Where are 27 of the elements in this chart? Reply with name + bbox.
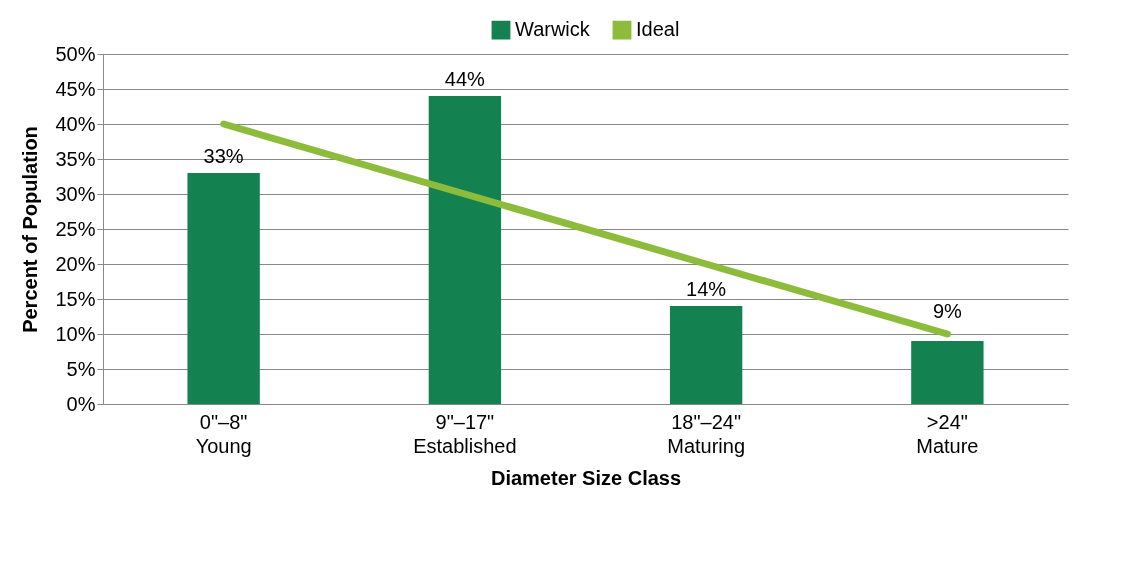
y-tick-label: 0%	[66, 392, 96, 415]
y-tick-label: 10%	[55, 322, 96, 345]
x-tick-label: 9"–17" Established	[413, 410, 517, 457]
legend-label: Ideal	[636, 18, 680, 41]
data-label: 33%	[203, 145, 244, 167]
y-tick-label: 35%	[55, 147, 96, 170]
x-tick-label: 0"–8" Young	[195, 410, 252, 457]
bar	[428, 96, 502, 404]
data-label: 14%	[686, 278, 727, 300]
y-tick-label: 25%	[55, 217, 96, 240]
y-tick-label: 20%	[55, 252, 96, 275]
x-tick-label: 18"–24" Maturing	[667, 410, 746, 457]
data-label: 9%	[932, 300, 963, 322]
x-axis-title: Diameter Size Class	[490, 466, 682, 489]
y-tick-label: 45%	[55, 77, 96, 100]
bar	[669, 306, 743, 404]
y-axis-title: Percent of Population	[19, 126, 42, 333]
data-label: 44%	[444, 68, 486, 90]
bar	[911, 341, 984, 404]
y-tick-label: 30%	[55, 182, 96, 205]
x-tick-label: >24" Mature	[916, 410, 979, 457]
y-tick-label: 15%	[55, 287, 96, 310]
legend-label: Warwick	[515, 18, 591, 41]
bar	[187, 173, 260, 404]
y-tick-label: 40%	[55, 112, 96, 135]
y-tick-label: 50%	[55, 42, 96, 65]
y-tick-label: 5%	[66, 357, 96, 380]
